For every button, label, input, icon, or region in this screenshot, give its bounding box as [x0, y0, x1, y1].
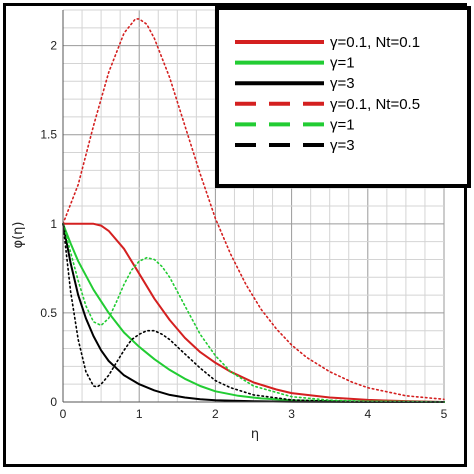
x-axis-label: η	[251, 427, 259, 442]
legend: γ=0.1, Nt=0.1 γ=1 γ=3 γ=0.1, Nt=0.5 γ=1 γ=3	[215, 6, 471, 188]
series-line-5	[62, 223, 445, 403]
series-line-6	[62, 223, 445, 403]
x-tick-label: 2	[212, 407, 219, 421]
y-tick-label: 2	[50, 39, 57, 53]
legend-label-5: γ=1	[330, 116, 355, 133]
y-tick-label: 0.5	[40, 306, 57, 320]
legend-label-3: γ=3	[330, 75, 355, 92]
series-line-4	[62, 18, 445, 401]
legend-label-2: γ=1	[330, 55, 355, 72]
y-axis-label: φ(η)	[11, 222, 26, 249]
legend-label-1: γ=0.1, Nt=0.1	[330, 34, 420, 51]
x-tick-label: 3	[288, 407, 295, 421]
series-line-3	[62, 222, 445, 403]
y-tick-label: 1.5	[40, 128, 57, 142]
y-tick-label: 1	[50, 217, 57, 231]
tick-labels: 0 1 2 3 4 5 0 0.5 1 1.5 2	[40, 39, 447, 421]
legend-label-6: γ=3	[330, 137, 355, 154]
x-tick-label: 1	[136, 407, 143, 421]
x-tick-label: 0	[60, 407, 67, 421]
x-tick-label: 5	[441, 407, 448, 421]
x-tick-label: 4	[364, 407, 371, 421]
y-tick-label: 0	[50, 395, 57, 409]
axes	[62, 10, 444, 403]
series-line-1	[62, 222, 445, 403]
series-layer	[62, 18, 445, 403]
legend-label-4: γ=0.1, Nt=0.5	[330, 96, 420, 113]
legend-box	[215, 6, 471, 188]
